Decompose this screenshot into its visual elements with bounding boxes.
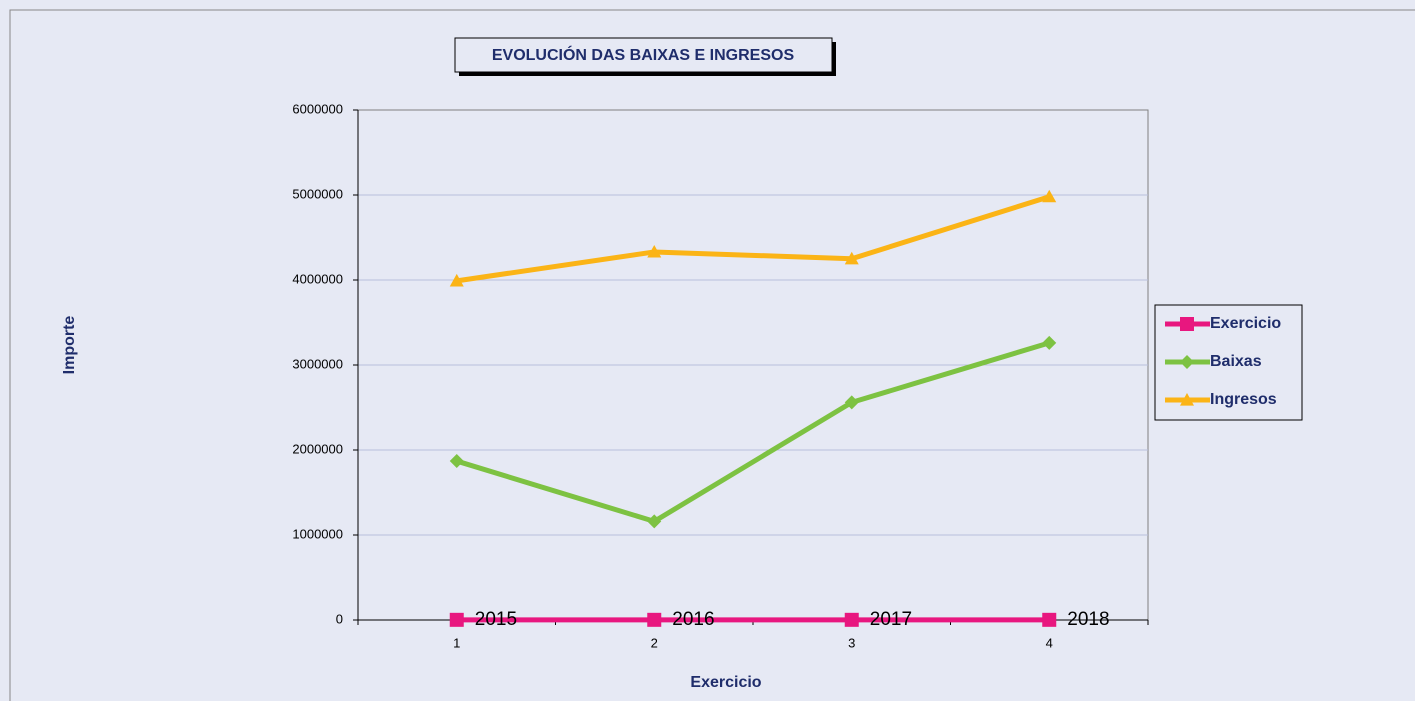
marker bbox=[1180, 355, 1194, 369]
marker bbox=[844, 251, 859, 265]
legend-label: Ingresos bbox=[1210, 391, 1277, 408]
chart-title: EVOLUCIÓN DAS BAIXAS E INGRESOS bbox=[492, 45, 795, 64]
marker bbox=[844, 612, 859, 627]
y-tick-label: 5000000 bbox=[292, 186, 343, 201]
series-line bbox=[456, 340, 1050, 524]
y-tick-label: 6000000 bbox=[292, 101, 343, 116]
title-box bbox=[454, 37, 833, 73]
marker bbox=[1042, 189, 1057, 203]
data-label: 2016 bbox=[672, 609, 714, 630]
marker bbox=[1042, 335, 1057, 350]
x-tick-label: 1 bbox=[453, 635, 460, 650]
data-label: 2017 bbox=[870, 609, 912, 630]
x-tick-label: 3 bbox=[848, 635, 855, 650]
marker bbox=[449, 454, 464, 469]
x-tick-label: 2 bbox=[651, 635, 658, 650]
marker bbox=[647, 612, 662, 627]
legend-entry: Exercicio bbox=[1165, 315, 1281, 332]
chart-border bbox=[9, 9, 1415, 701]
y-tick-label: 4000000 bbox=[292, 271, 343, 286]
y-axis-title: Importe bbox=[61, 316, 78, 375]
legend-entry: Ingresos bbox=[1165, 391, 1277, 408]
legend-label: Exercicio bbox=[1210, 315, 1281, 332]
y-tick-label: 3000000 bbox=[292, 356, 343, 371]
marker bbox=[1180, 393, 1194, 406]
y-tick-label: 1000000 bbox=[292, 526, 343, 541]
x-tick-label: 4 bbox=[1046, 635, 1053, 650]
data-label: 2015 bbox=[475, 609, 517, 630]
marker bbox=[844, 395, 859, 410]
y-tick-label: 0 bbox=[336, 611, 343, 626]
marker bbox=[1180, 317, 1194, 331]
marker bbox=[647, 514, 662, 529]
marker bbox=[449, 612, 464, 627]
marker bbox=[449, 273, 464, 287]
series-line bbox=[456, 194, 1050, 284]
legend-entry: Baixas bbox=[1165, 353, 1262, 370]
marker bbox=[647, 244, 662, 258]
legend-label: Baixas bbox=[1210, 353, 1262, 370]
data-label: 2018 bbox=[1067, 609, 1109, 630]
marker bbox=[1042, 612, 1057, 627]
x-axis-title: Exercicio bbox=[690, 674, 761, 691]
y-tick-label: 2000000 bbox=[292, 441, 343, 456]
